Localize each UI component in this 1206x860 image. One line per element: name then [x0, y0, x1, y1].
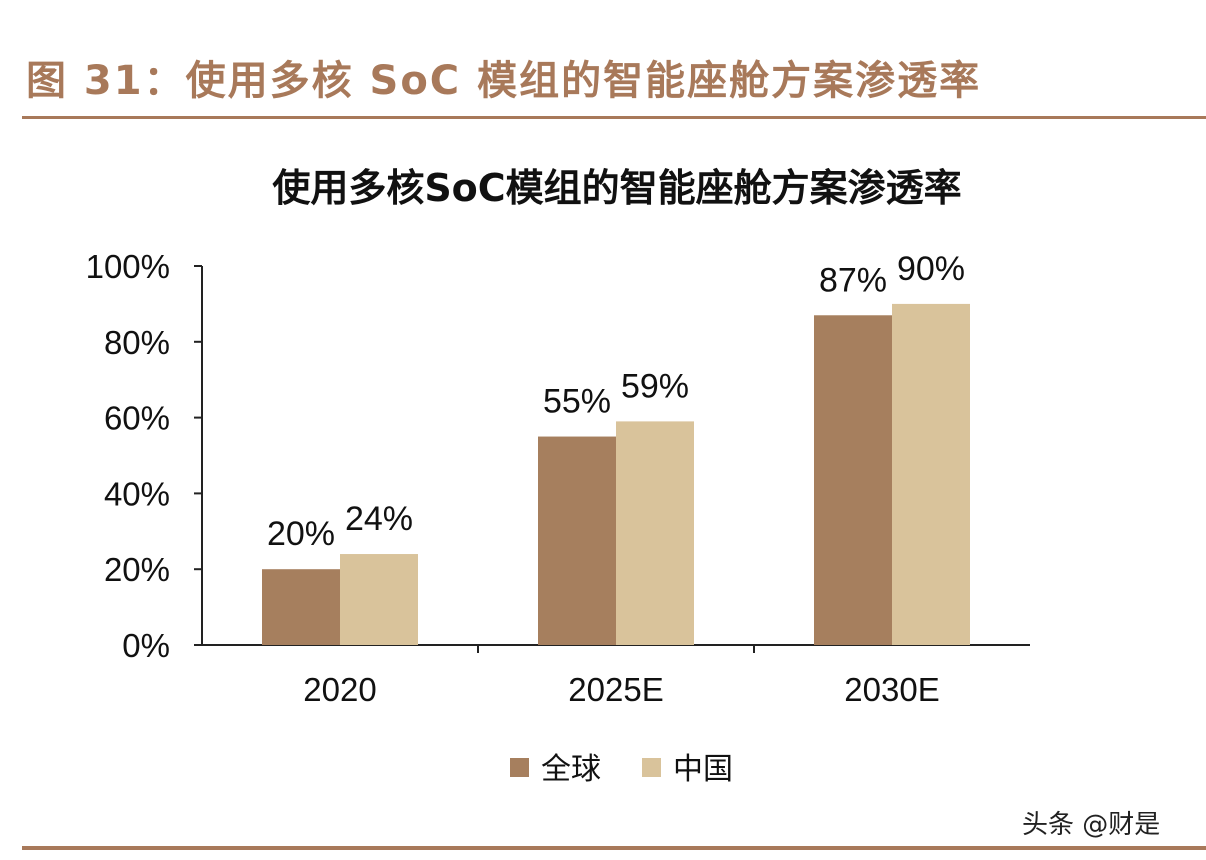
y-tick-label: 40%: [104, 475, 170, 512]
watermark: 头条 @财是: [1022, 810, 1161, 840]
data-label: 87%: [819, 261, 887, 299]
data-label: 24%: [345, 500, 413, 538]
bar: [538, 436, 616, 645]
bar: [262, 569, 340, 645]
chart-legend: 全球 中国: [510, 752, 733, 787]
x-tick-label: 2030E: [844, 671, 939, 708]
figure-label: 图 31：使用多核 SoC 模组的智能座舱方案渗透率: [26, 58, 982, 104]
y-tick-label: 80%: [104, 324, 170, 361]
legend-label: 中国: [673, 752, 733, 787]
bar: [340, 554, 418, 645]
footer-divider: [22, 846, 1206, 850]
data-label: 20%: [267, 515, 335, 553]
bar-chart: 使用多核SoC模组的智能座舱方案渗透率 0% 20% 40% 60% 80% 100% 20…: [86, 166, 1030, 787]
y-tick-label: 20%: [104, 551, 170, 588]
data-label: 55%: [543, 383, 611, 421]
x-tick-label: 2020: [303, 671, 376, 708]
chart-bars: 20% 24% 55% 59% 87% 90%: [262, 250, 970, 645]
y-tick-label: 100%: [86, 248, 170, 285]
y-tick-label: 60%: [104, 400, 170, 437]
bar: [616, 421, 694, 645]
y-tick-label: 0%: [122, 627, 170, 664]
data-label: 59%: [621, 367, 689, 405]
data-label: 90%: [897, 250, 965, 288]
header-divider: [22, 116, 1206, 119]
bar: [814, 315, 892, 645]
legend-swatch: [642, 758, 661, 777]
bar: [892, 303, 970, 645]
legend-swatch: [510, 758, 529, 777]
legend-label: 全球: [541, 752, 601, 787]
chart-title: 使用多核SoC模组的智能座舱方案渗透率: [272, 166, 961, 210]
chart-axes: 0% 20% 40% 60% 80% 100% 2020 2025E 2030E: [86, 248, 1030, 708]
x-tick-label: 2025E: [568, 671, 663, 708]
